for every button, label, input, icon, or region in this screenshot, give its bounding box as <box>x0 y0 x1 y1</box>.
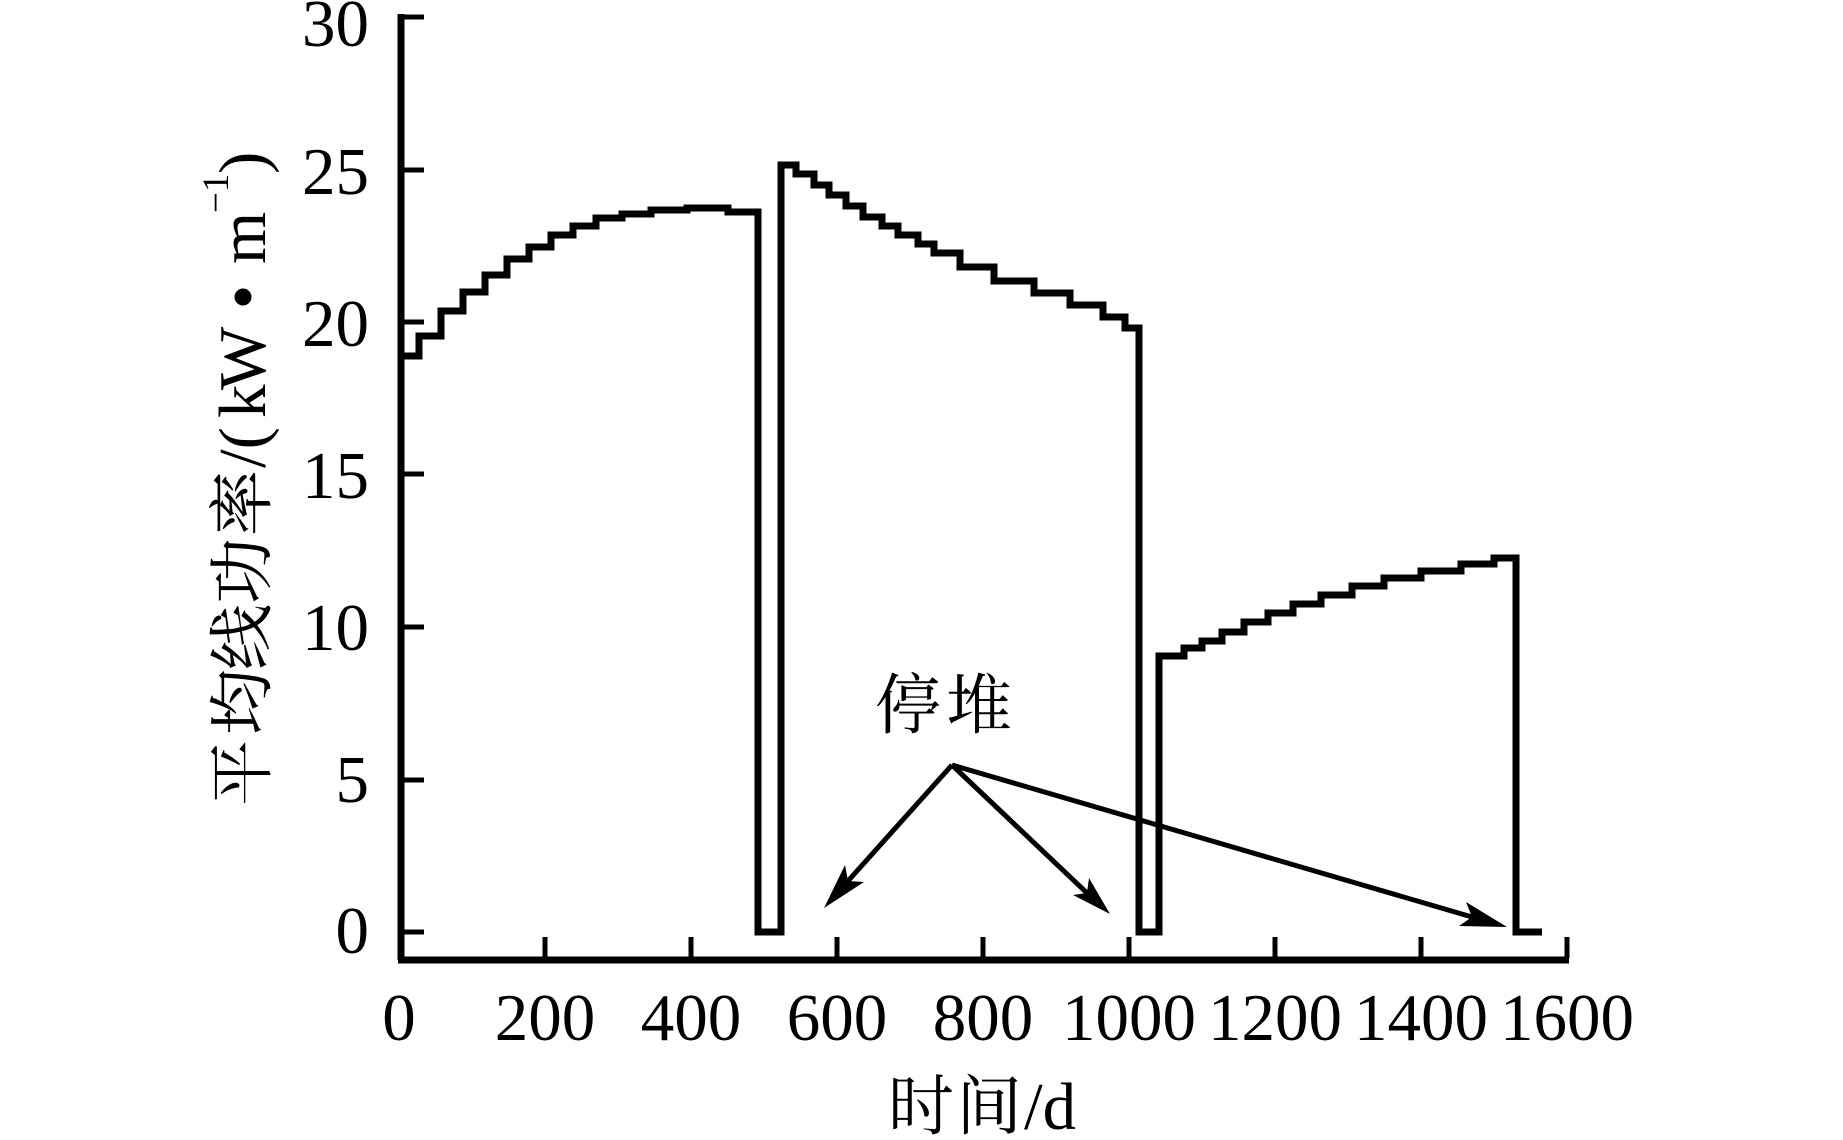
svg-text:10: 10 <box>302 591 369 665</box>
svg-text:200: 200 <box>495 981 596 1055</box>
svg-text:1600: 1600 <box>1500 981 1634 1055</box>
svg-text:0: 0 <box>382 981 416 1055</box>
svg-text:600: 600 <box>787 981 888 1055</box>
svg-text:5: 5 <box>336 743 370 817</box>
svg-text:800: 800 <box>933 981 1034 1055</box>
svg-text:0: 0 <box>336 894 370 968</box>
svg-text:25: 25 <box>302 135 369 209</box>
svg-text:400: 400 <box>641 981 742 1055</box>
svg-text:/(kWm−1): /(kWm−1) <box>196 152 280 468</box>
svg-text:1000: 1000 <box>1062 981 1196 1055</box>
svg-text:1400: 1400 <box>1354 981 1488 1055</box>
svg-text:15: 15 <box>302 439 369 513</box>
svg-text:20: 20 <box>302 287 369 361</box>
svg-text:30: 30 <box>302 0 369 61</box>
svg-text:/d: /d <box>1024 1070 1076 1140</box>
svg-text:1200: 1200 <box>1208 981 1342 1055</box>
